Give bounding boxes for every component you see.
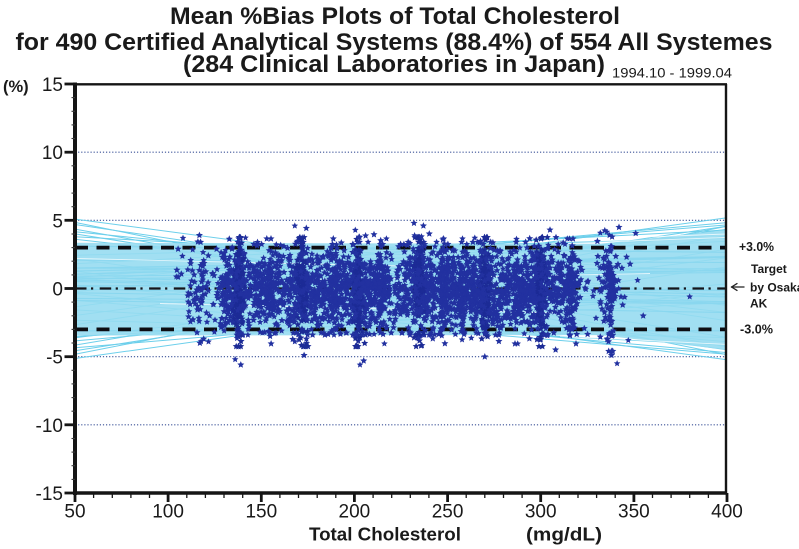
svg-text:5: 5: [52, 211, 63, 232]
svg-text:15: 15: [42, 75, 63, 96]
svg-text:50: 50: [64, 502, 85, 523]
svg-text:Target: Target: [751, 262, 787, 276]
svg-text:-3.0%: -3.0%: [740, 322, 773, 337]
svg-text:(284 Clinical Laboratories in: (284 Clinical Laboratories in Japan): [183, 51, 605, 78]
svg-text:AK: AK: [750, 297, 768, 311]
svg-text:for 490 Certified Analytical S: for 490 Certified Analytical Systems (88…: [16, 29, 773, 56]
svg-text:(%): (%): [3, 78, 29, 96]
svg-text:150: 150: [245, 502, 277, 523]
svg-text:350: 350: [618, 502, 650, 523]
svg-text:0: 0: [52, 280, 63, 301]
svg-text:-10: -10: [36, 416, 63, 437]
svg-text:200: 200: [339, 502, 371, 523]
svg-text:+3.0%: +3.0%: [739, 239, 774, 254]
svg-text:400: 400: [711, 502, 743, 523]
svg-text:Mean %Bias Plots of Total Chol: Mean %Bias Plots of Total Cholesterol: [170, 3, 620, 30]
svg-text:250: 250: [432, 502, 464, 523]
svg-text:-5: -5: [46, 348, 63, 369]
svg-text:10: 10: [42, 143, 63, 164]
svg-text:Total Cholesterol: Total Cholesterol: [309, 525, 461, 545]
svg-text:(mg/dL): (mg/dL): [526, 525, 602, 545]
svg-text:300: 300: [525, 502, 557, 523]
svg-text:1994.10 - 1999.04: 1994.10 - 1999.04: [612, 65, 732, 81]
svg-text:-15: -15: [36, 484, 63, 505]
svg-text:by Osaka: by Osaka: [750, 281, 799, 295]
svg-text:100: 100: [152, 502, 184, 523]
